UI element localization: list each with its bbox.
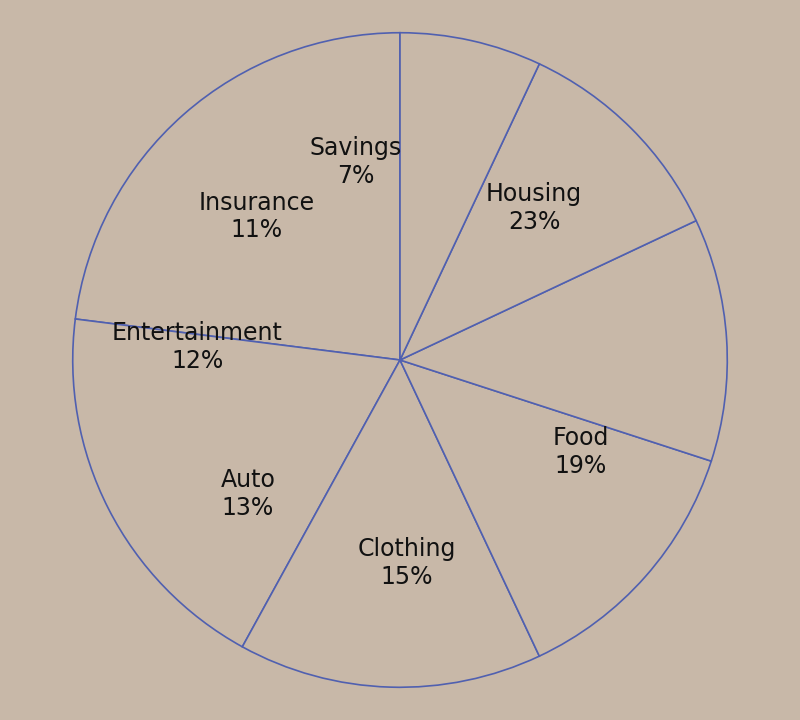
Text: Auto
13%: Auto 13% <box>220 468 275 520</box>
Wedge shape <box>242 360 539 688</box>
Wedge shape <box>400 360 711 656</box>
Wedge shape <box>400 32 539 360</box>
Wedge shape <box>75 32 400 360</box>
Wedge shape <box>400 64 696 360</box>
Text: Insurance
11%: Insurance 11% <box>198 191 314 243</box>
Text: Entertainment
12%: Entertainment 12% <box>112 321 283 373</box>
Wedge shape <box>73 319 400 647</box>
Text: Clothing
15%: Clothing 15% <box>357 537 455 589</box>
Text: Savings
7%: Savings 7% <box>310 136 402 188</box>
Wedge shape <box>400 220 727 461</box>
Text: Housing
23%: Housing 23% <box>486 182 582 234</box>
Text: Food
19%: Food 19% <box>553 426 609 478</box>
